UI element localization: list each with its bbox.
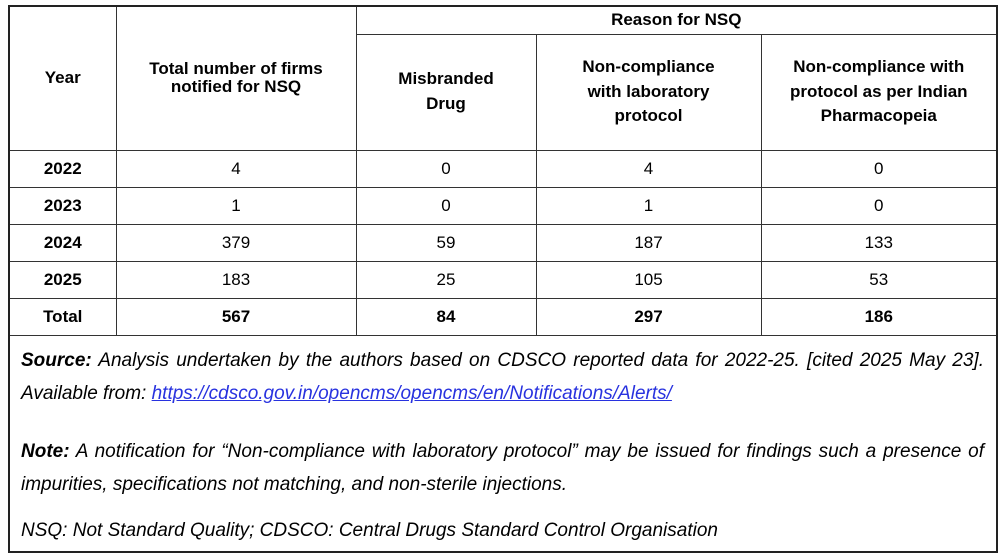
col-header-noncompliance-lab-protocol: Non-compliance with laboratory protocol <box>535 33 762 151</box>
source-text: Analysis undertaken by the authors based… <box>21 349 984 404</box>
total-firms-cell: 1 <box>115 186 357 225</box>
year-cell: 2022 <box>8 149 117 188</box>
misbranded-cell: 59 <box>355 223 537 262</box>
misbranded-cell: 0 <box>355 149 537 188</box>
source-note: Source: Analysis undertaken by the autho… <box>21 344 984 410</box>
year-cell: 2023 <box>8 186 117 225</box>
note-text: Note: A notification for “Non-compliance… <box>21 435 984 501</box>
lab-protocol-cell: 4 <box>535 149 762 188</box>
total-firms-cell: 567 <box>115 297 357 336</box>
pharmacopeia-cell: 53 <box>760 260 998 299</box>
col-group-header-reason-for-nsq: Reason for NSQ <box>355 5 998 35</box>
year-cell: Total <box>8 297 117 336</box>
header-row-reasons: Misbranded Drug Non-compliance with labo… <box>9 33 998 151</box>
pharmacopeia-cell: 133 <box>760 223 998 262</box>
table-row-2025: 2025 183 25 105 53 <box>8 260 998 299</box>
misbranded-cell: 0 <box>355 186 537 225</box>
table-row-2024: 2024 379 59 187 133 <box>8 223 998 262</box>
footnotes-row: Source: Analysis undertaken by the autho… <box>8 334 998 552</box>
col-header-total-firms: Total number of firms notified for NSQ <box>115 5 357 151</box>
abbreviations-note: NSQ: Not Standard Quality; CDSCO: Centra… <box>21 519 718 541</box>
misbranded-cell: 84 <box>355 297 537 336</box>
pharmacopeia-cell: 186 <box>760 297 998 336</box>
note-body: A notification for “Non-compliance with … <box>21 440 984 495</box>
year-cell: 2025 <box>8 260 117 299</box>
header-row-group: Year Total number of firms notified for … <box>8 5 998 151</box>
col-header-year: Year <box>8 5 117 151</box>
table-row-2022: 2022 4 0 4 0 <box>8 149 998 188</box>
total-firms-cell: 4 <box>115 149 357 188</box>
col-header-misbranded-drug: Misbranded Drug <box>355 33 537 151</box>
misbranded-cell: 25 <box>355 260 537 299</box>
pharmacopeia-cell: 0 <box>760 186 998 225</box>
lab-protocol-cell: 1 <box>535 186 762 225</box>
total-firms-cell: 379 <box>115 223 357 262</box>
footnotes-cell: Source: Analysis undertaken by the autho… <box>8 334 998 552</box>
col-header-noncompliance-indian-pharmacopeia: Non-compliance with protocol as per Indi… <box>760 33 998 151</box>
note-label: Note: <box>21 440 70 462</box>
pharmacopeia-cell: 0 <box>760 149 998 188</box>
table-row-total: Total 567 84 297 186 <box>8 297 998 336</box>
lab-protocol-cell: 297 <box>535 297 762 336</box>
table-row-2023: 2023 1 0 1 0 <box>8 186 998 225</box>
year-cell: 2024 <box>8 223 117 262</box>
total-firms-cell: 183 <box>115 260 357 299</box>
lab-protocol-cell: 187 <box>535 223 762 262</box>
source-link[interactable]: https://cdsco.gov.in/opencms/opencms/en/… <box>151 382 672 404</box>
lab-protocol-cell: 105 <box>535 260 762 299</box>
source-label: Source: <box>21 349 92 371</box>
nsq-data-table: Year Total number of firms notified for … <box>8 5 998 553</box>
